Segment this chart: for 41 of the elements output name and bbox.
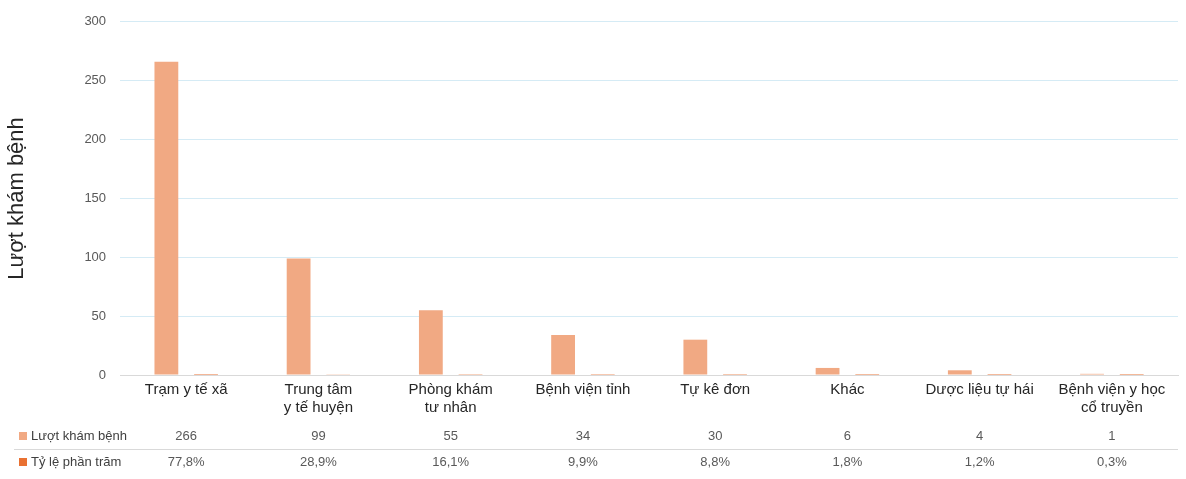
bar (154, 61, 179, 375)
x-tick-label: Trạm y tế xã (144, 380, 229, 398)
bar (418, 310, 443, 375)
data-label: 28,9% (300, 453, 338, 469)
data-label: 4 (976, 427, 984, 443)
y-tick-label: 50 (91, 307, 107, 323)
data-label: 6 (843, 427, 852, 443)
data-label: 16,1% (432, 453, 470, 469)
data-label: 1,8% (832, 453, 863, 469)
data-label: 9,9% (568, 453, 599, 469)
y-tick-label: 300 (84, 13, 107, 29)
legend-label: Tỷ lệ phần trăm (31, 453, 122, 469)
data-label: 0,3% (1097, 453, 1128, 469)
data-label: 1,2% (964, 453, 995, 469)
data-label: 77,8% (167, 453, 206, 469)
data-label: 1 (1108, 427, 1116, 443)
y-tick-label: 150 (84, 189, 107, 205)
x-tick-label: Khác (830, 380, 865, 398)
y-tick-label: 0 (98, 366, 107, 382)
data-label: 8,8% (700, 453, 731, 469)
x-tick-label: Trung tâm y tế huyện (283, 380, 354, 416)
bar (683, 339, 708, 375)
x-tick-label: Bệnh viện tỉnh (535, 380, 631, 398)
x-tick-label: Dược liệu tự hái (925, 380, 1034, 398)
x-tick-label: Phòng khám tư nhân (408, 380, 493, 416)
data-label: 99 (311, 427, 326, 443)
x-tick-label: Bệnh viện y học cổ truyền (1058, 380, 1166, 416)
bar (551, 334, 575, 375)
y-tick-label: 200 (84, 131, 107, 147)
data-label: 30 (707, 427, 723, 443)
bar (815, 367, 840, 375)
data-label: 34 (575, 427, 591, 443)
data-label: 266 (175, 427, 198, 443)
data-label: 55 (443, 427, 458, 443)
y-tick-label: 100 (84, 248, 107, 264)
legend-label: Lượt khám bệnh (31, 427, 128, 443)
y-axis-title: Lượt khám bệnh (3, 117, 29, 280)
bar (286, 258, 311, 375)
bar (947, 370, 972, 375)
x-tick-label: Tự kê đơn (680, 380, 751, 398)
y-tick-label: 250 (84, 72, 107, 88)
